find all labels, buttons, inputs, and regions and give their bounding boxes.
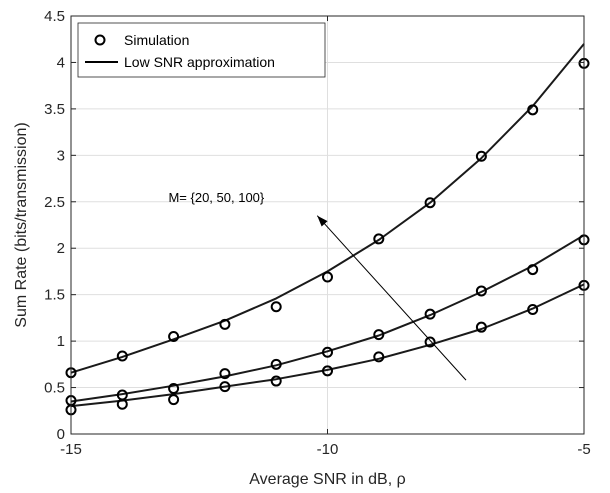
approximation-line [70, 234, 585, 403]
simulation-point [475, 285, 487, 297]
annotation-arrow [316, 215, 467, 381]
simulation-point [322, 271, 333, 283]
y-tick-label: 0 [57, 426, 65, 443]
y-tick-label: 3.5 [44, 101, 65, 118]
simulation-point [219, 318, 231, 330]
y-tick-label: 4.5 [44, 8, 65, 25]
simulation-point [527, 264, 539, 276]
legend-approximation-label: Low SNR approximation [124, 54, 275, 70]
simulation-markers [65, 57, 590, 416]
simulation-point [322, 365, 333, 377]
simulation-point [424, 308, 436, 320]
x-tick-label: -5 [577, 441, 590, 458]
y-axis-label: Sum Rate (bits/transmission) [13, 122, 30, 327]
approximation-lines [70, 43, 585, 408]
y-tick-label: 1.5 [44, 287, 65, 304]
simulation-point [527, 104, 539, 116]
simulation-point [116, 389, 128, 401]
simulation-point [219, 381, 231, 393]
y-tick-label: 2 [57, 240, 65, 257]
legend-box [77, 22, 326, 78]
simulation-point [270, 358, 282, 370]
y-tick-label: 4 [57, 54, 65, 71]
simulation-point [424, 336, 436, 348]
simulation-point [219, 368, 231, 380]
simulation-point [373, 233, 385, 245]
simulation-point [373, 329, 385, 341]
axis-ticks: 0 0.5 1 1.5 2 2.5 3 3.5 4 4.5 -15 -10 -5 [44, 8, 591, 458]
y-tick-label: 1 [57, 333, 65, 350]
legend-simulation-marker [94, 34, 106, 46]
y-tick-label: 2.5 [44, 194, 65, 211]
x-tick-label: -10 [317, 441, 339, 458]
simulation-point [270, 301, 282, 313]
simulation-point [475, 321, 487, 333]
simulation-point [322, 346, 333, 358]
simulation-point [270, 375, 282, 387]
x-axis-label: Average SNR in dB, ρ [249, 471, 405, 488]
y-tick-label: 0.5 [44, 380, 65, 397]
simulation-point [475, 150, 487, 162]
y-tick-label: 3 [57, 147, 65, 164]
annotation-text: M= {20, 50, 100} [168, 190, 264, 205]
approximation-line [70, 283, 585, 408]
annotation-arrowhead [317, 215, 328, 227]
simulation-point [168, 382, 180, 394]
x-tick-label: -15 [60, 441, 82, 458]
legend: Simulation Low SNR approximation [77, 22, 326, 78]
approximation-line [70, 43, 585, 374]
simulation-point [116, 350, 128, 362]
simulation-point [424, 197, 436, 209]
simulation-point [168, 330, 180, 342]
simulation-point [527, 304, 539, 316]
simulation-point [373, 351, 385, 363]
legend-simulation-label: Simulation [124, 32, 189, 48]
simulation-point [168, 394, 180, 406]
annotation: M= {20, 50, 100} [168, 190, 467, 381]
